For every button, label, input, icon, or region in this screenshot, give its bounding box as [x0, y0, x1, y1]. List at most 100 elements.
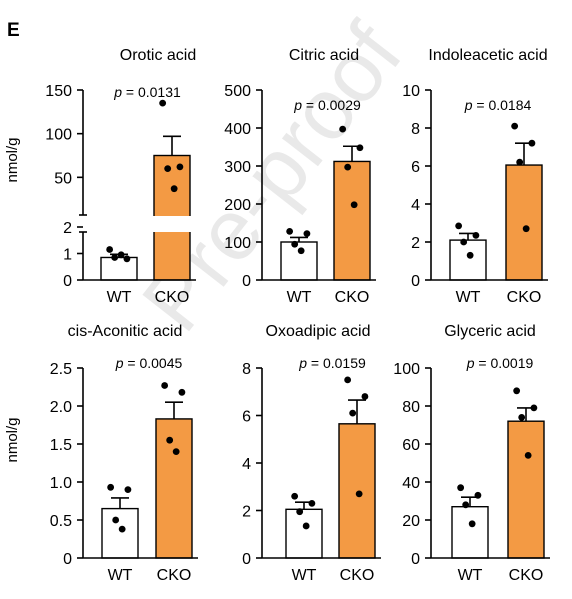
- p-value-label: p = 0.0019: [466, 355, 534, 371]
- y-tick-label: 200: [224, 197, 251, 214]
- data-point: [462, 501, 470, 509]
- y-tick-label: 8: [411, 121, 420, 138]
- data-point: [457, 484, 465, 492]
- data-point: [302, 522, 310, 530]
- data-point: [472, 231, 480, 239]
- y-tick-label: 100: [393, 361, 420, 378]
- data-point: [468, 520, 476, 528]
- p-value-label: p = 0.0029: [293, 97, 361, 113]
- bar-wt: [101, 507, 139, 559]
- y-tick-label: 1.0: [50, 475, 72, 492]
- chart-title: Indoleacetic acid: [428, 47, 547, 64]
- y-tick-label: 150: [45, 83, 72, 100]
- p-value-label: p = 0.0131: [113, 84, 181, 100]
- data-point: [513, 387, 521, 395]
- data-point: [455, 222, 463, 230]
- bar-cko: [155, 418, 193, 559]
- data-point: [297, 247, 305, 255]
- y-tick-label: 300: [224, 159, 251, 176]
- bar-wt: [100, 256, 138, 281]
- x-tick-label: WT: [287, 289, 312, 306]
- data-point: [524, 452, 532, 459]
- bar-cko: [338, 423, 376, 559]
- data-point: [176, 163, 184, 171]
- data-point: [172, 448, 180, 455]
- data-point: [296, 508, 304, 516]
- x-tick-label: CKO: [157, 567, 192, 584]
- data-point: [107, 483, 115, 491]
- data-point: [303, 230, 311, 238]
- y-tick-label: 6: [411, 159, 420, 176]
- data-point: [286, 227, 294, 235]
- chart-title: Citric acid: [289, 47, 359, 64]
- x-tick-label: CKO: [335, 289, 370, 306]
- y-axis-label: nmol/g: [4, 137, 21, 182]
- data-point: [308, 499, 316, 507]
- bar-cko: [333, 160, 371, 281]
- y-tick-label: 6: [242, 409, 251, 426]
- data-point: [460, 238, 468, 246]
- chart-title: Orotic acid: [120, 47, 196, 64]
- y-tick-label: 2.5: [50, 361, 72, 378]
- data-point: [516, 158, 524, 166]
- y-tick-label: 0: [63, 551, 72, 568]
- data-point: [355, 490, 363, 498]
- data-point: [161, 382, 169, 389]
- data-point: [111, 254, 119, 261]
- y-tick-label: 80: [402, 399, 420, 416]
- x-tick-label: WT: [456, 289, 481, 306]
- y-tick-label: 8: [242, 361, 251, 378]
- data-point: [518, 414, 526, 421]
- x-tick-label: WT: [292, 567, 317, 584]
- bar-cko: [505, 164, 543, 281]
- y-tick-label: 0.5: [50, 513, 72, 530]
- y-tick-label: 2: [63, 220, 72, 237]
- x-tick-label: CKO: [509, 567, 544, 584]
- data-point: [164, 165, 172, 173]
- data-point: [350, 201, 358, 209]
- data-point: [522, 225, 530, 233]
- y-tick-label: 0: [63, 273, 72, 290]
- y-tick-label: 0: [411, 551, 420, 568]
- y-axis-label: nmol/g: [4, 417, 21, 462]
- data-point: [466, 251, 474, 259]
- x-tick-label: CKO: [507, 289, 542, 306]
- bar-wt: [285, 508, 323, 559]
- y-tick-label: 10: [402, 83, 420, 100]
- y-tick-label: 100: [45, 127, 72, 144]
- y-tick-label: 1.5: [50, 437, 72, 454]
- data-point: [124, 486, 132, 493]
- y-tick-label: 40: [402, 475, 420, 492]
- bar-wt: [451, 506, 489, 559]
- y-tick-label: 1: [63, 247, 72, 264]
- y-tick-label: 0: [242, 273, 251, 290]
- data-point: [123, 255, 131, 263]
- y-tick-label: 2.0: [50, 399, 72, 416]
- data-point: [159, 99, 167, 107]
- data-point: [511, 122, 519, 130]
- x-tick-label: CKO: [155, 289, 190, 306]
- data-point: [344, 376, 352, 384]
- y-tick-label: 20: [402, 513, 420, 530]
- p-value-label: p = 0.0045: [115, 355, 183, 371]
- y-tick-label: 50: [54, 170, 72, 187]
- bar-cko: [507, 420, 545, 559]
- data-point: [291, 240, 299, 248]
- data-point: [112, 516, 120, 524]
- y-tick-label: 500: [224, 83, 251, 100]
- bar-wt: [449, 239, 487, 281]
- panel-label: E: [7, 20, 20, 41]
- data-point: [339, 125, 347, 133]
- x-tick-label: CKO: [340, 567, 375, 584]
- data-point: [170, 185, 178, 193]
- bar-break-gap: [153, 216, 191, 232]
- y-tick-label: 100: [224, 235, 251, 252]
- x-tick-label: WT: [107, 289, 132, 306]
- data-point: [530, 404, 538, 412]
- x-tick-label: WT: [108, 567, 133, 584]
- y-tick-label: 400: [224, 121, 251, 138]
- data-point: [361, 393, 369, 400]
- data-point: [528, 139, 536, 147]
- y-tick-label: 2: [242, 504, 251, 521]
